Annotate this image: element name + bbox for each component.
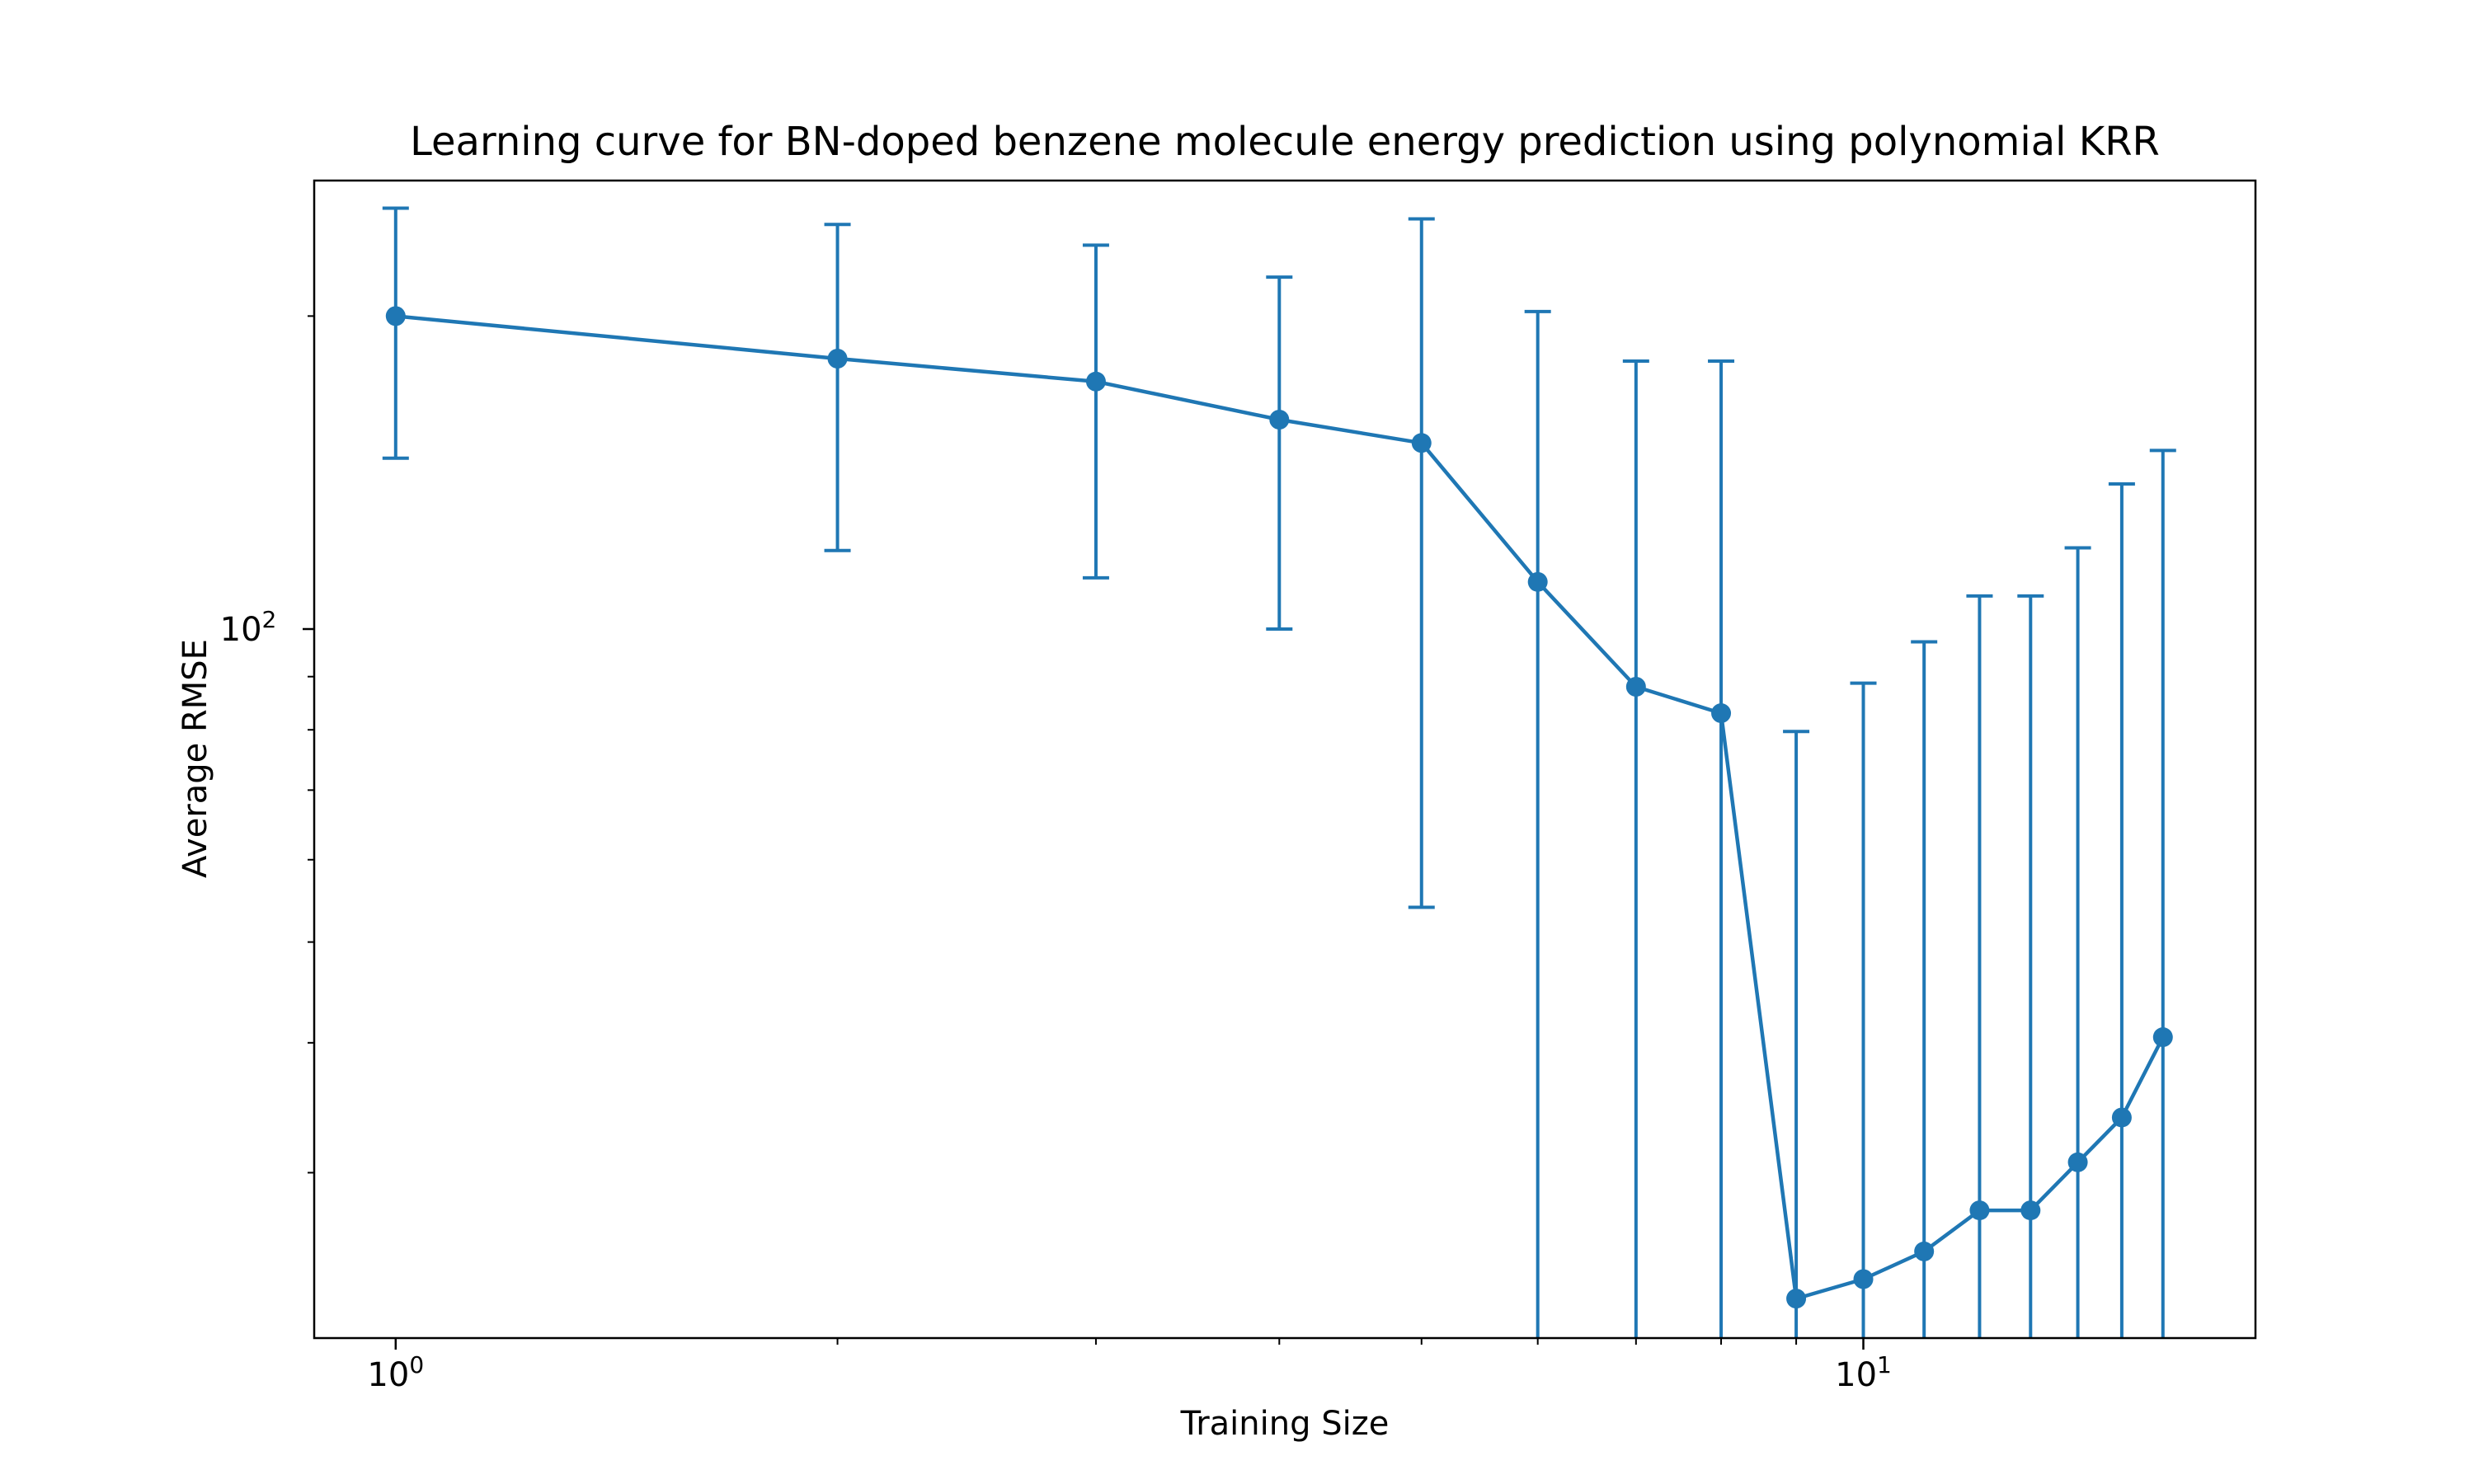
data-point [1853,1269,1874,1289]
plot-area [382,206,2176,1338]
x-axis-label: Training Size [1180,1405,1390,1443]
chart-title: Learning curve for BN-doped benzene mole… [410,119,2160,165]
data-point [2020,1200,2041,1221]
data-point [1085,371,1106,392]
data-point [1269,410,1290,430]
data-point [1914,1241,1935,1261]
series-line [395,314,2165,1301]
data-point [1527,571,1548,592]
data-point [827,349,848,369]
data-point [2152,1027,2173,1048]
axes-frame [313,179,2257,1340]
data-point [385,306,406,326]
data-point [1711,703,1732,724]
data-point [1411,433,1432,453]
data-point [1969,1200,1990,1221]
data-point [2067,1152,2088,1172]
y-axis-label: Average RMSE [176,639,214,878]
data-point [1625,677,1646,697]
data-point [2111,1107,2132,1128]
data-point [1786,1289,1807,1309]
